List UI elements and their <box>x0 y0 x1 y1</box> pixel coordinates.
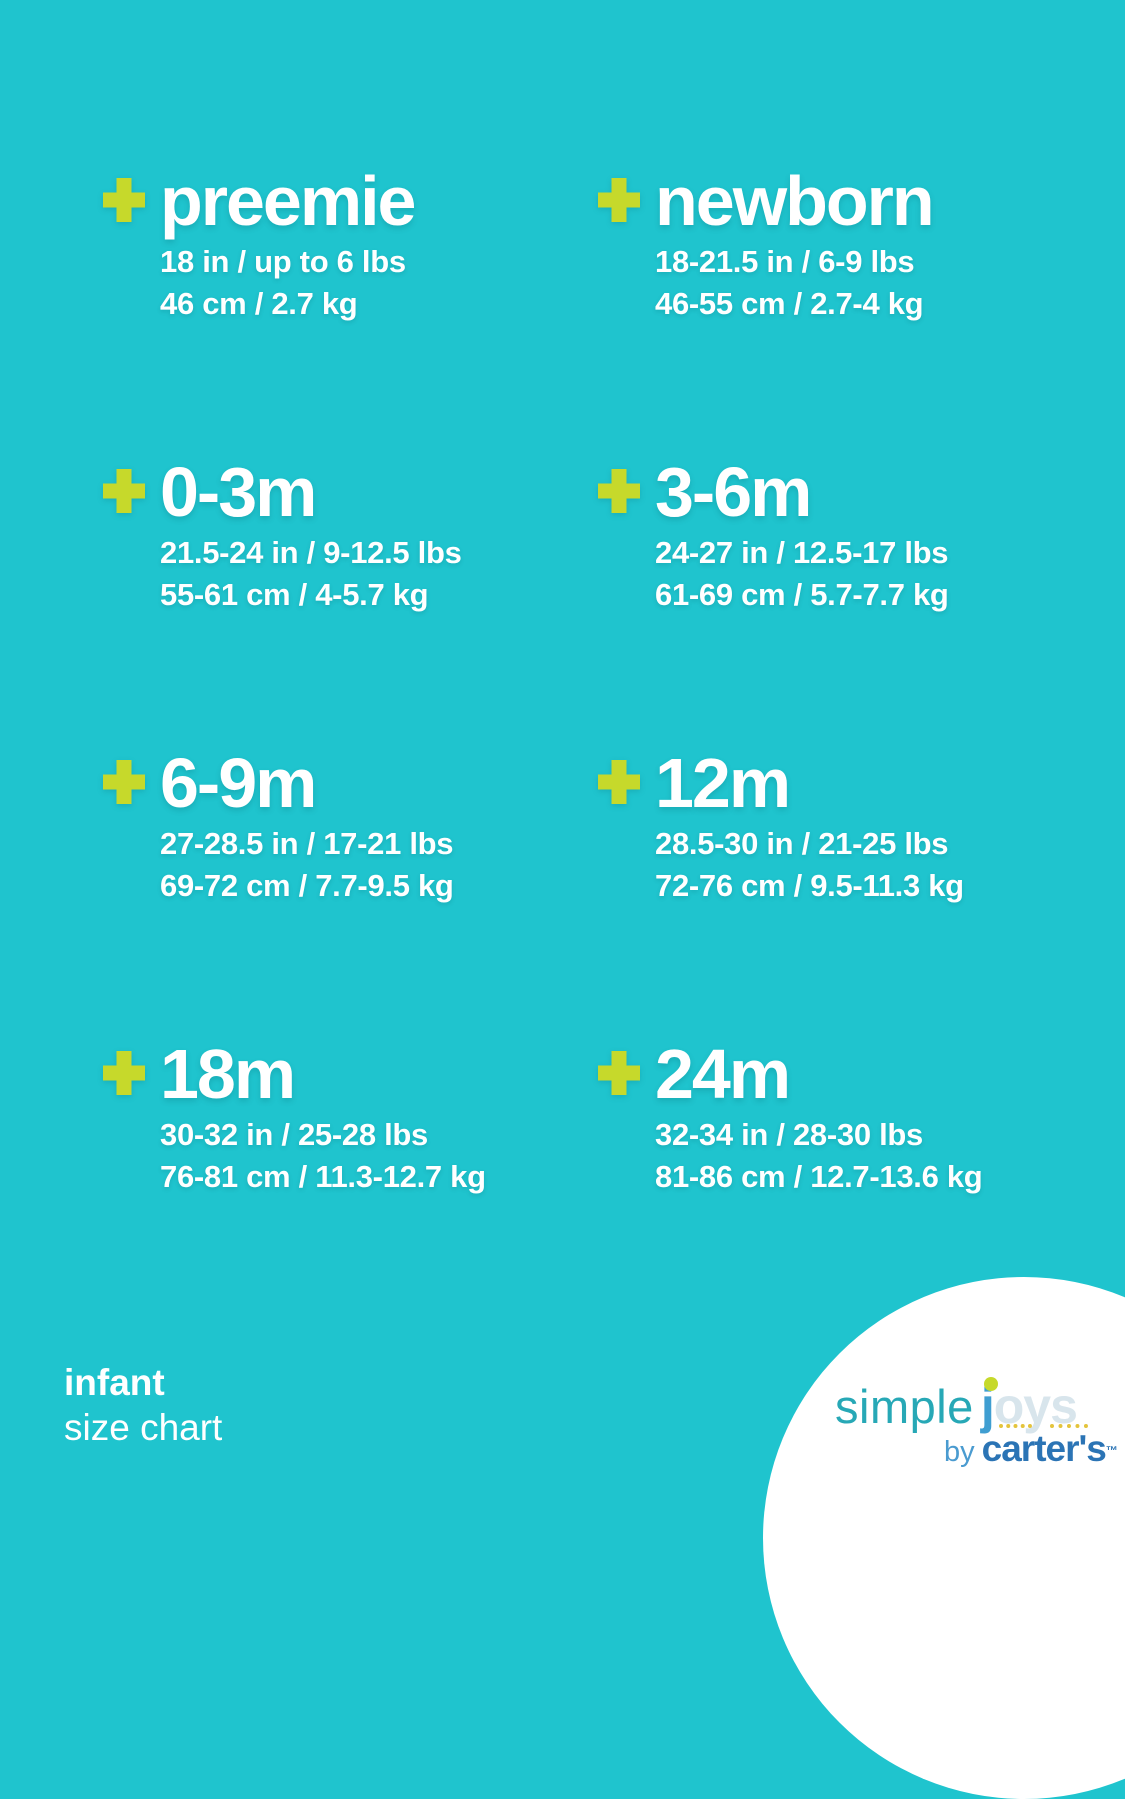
size-label: 18m <box>160 1035 296 1113</box>
chart-subtitle: size chart <box>64 1407 223 1448</box>
plus-icon <box>598 469 640 513</box>
size-chart-grid: preemie 18 in / up to 6 lbs 46 cm / 2.7 … <box>103 162 1103 1334</box>
size-imperial: 18 in / up to 6 lbs <box>160 244 406 279</box>
size-imperial: 24-27 in / 12.5-17 lbs <box>655 535 949 570</box>
logo-by-text: by <box>944 1436 975 1468</box>
size-entry-text: newborn 18-21.5 in / 6-9 lbs 46-55 cm / … <box>655 162 935 325</box>
plus-icon <box>598 178 640 222</box>
size-label: 12m <box>655 744 791 822</box>
chart-category: infant <box>64 1362 165 1403</box>
plus-icon <box>103 178 145 222</box>
size-entry-24m: 24m 32-34 in / 28-30 lbs 81-86 cm / 12.7… <box>598 1035 1093 1334</box>
logo-carters-text: carter's <box>981 1428 1107 1469</box>
size-metric: 61-69 cm / 5.7-7.7 kg <box>655 577 949 612</box>
size-imperial: 21.5-24 in / 9-12.5 lbs <box>160 535 462 570</box>
chart-footer: infant size chart <box>64 1360 222 1450</box>
size-entry-text: 0-3m 21.5-24 in / 9-12.5 lbs 55-61 cm / … <box>160 453 462 616</box>
logo-dotted-underline-right <box>1050 1423 1088 1428</box>
size-entry-text: 6-9m 27-28.5 in / 17-21 lbs 69-72 cm / 7… <box>160 744 454 907</box>
plus-icon <box>598 1051 640 1095</box>
size-metric: 81-86 cm / 12.7-13.6 kg <box>655 1159 983 1194</box>
size-metric: 76-81 cm / 11.3-12.7 kg <box>160 1159 486 1194</box>
size-imperial: 30-32 in / 25-28 lbs <box>160 1117 428 1152</box>
size-entry-3-6m: 3-6m 24-27 in / 12.5-17 lbs 61-69 cm / 5… <box>598 453 1093 752</box>
plus-icon <box>103 469 145 513</box>
size-metric: 69-72 cm / 7.7-9.5 kg <box>160 868 454 903</box>
plus-icon <box>598 760 640 804</box>
size-imperial: 28.5-30 in / 21-25 lbs <box>655 826 949 861</box>
logo-dotted-underline-left <box>999 1423 1032 1428</box>
size-imperial: 32-34 in / 28-30 lbs <box>655 1117 923 1152</box>
size-entry-18m: 18m 30-32 in / 25-28 lbs 76-81 cm / 11.3… <box>103 1035 598 1334</box>
size-entry-text: 12m 28.5-30 in / 21-25 lbs 72-76 cm / 9.… <box>655 744 964 907</box>
size-imperial: 18-21.5 in / 6-9 lbs <box>655 244 915 279</box>
size-label: 3-6m <box>655 453 812 531</box>
size-imperial: 27-28.5 in / 17-21 lbs <box>160 826 454 861</box>
size-entry-12m: 12m 28.5-30 in / 21-25 lbs 72-76 cm / 9.… <box>598 744 1093 1043</box>
size-label: preemie <box>160 162 416 240</box>
size-metric: 46 cm / 2.7 kg <box>160 286 358 321</box>
size-entry-newborn: newborn 18-21.5 in / 6-9 lbs 46-55 cm / … <box>598 162 1093 461</box>
size-label: newborn <box>655 162 935 240</box>
brand-logo-byline: by carter's™ <box>944 1428 1118 1470</box>
size-metric: 46-55 cm / 2.7-4 kg <box>655 286 924 321</box>
size-label: 0-3m <box>160 453 317 531</box>
size-entry-text: 18m 30-32 in / 25-28 lbs 76-81 cm / 11.3… <box>160 1035 486 1198</box>
size-label: 24m <box>655 1035 791 1113</box>
brand-logo-circle: simple joys by carter's™ <box>763 1277 1125 1799</box>
size-entry-text: 24m 32-34 in / 28-30 lbs 81-86 cm / 12.7… <box>655 1035 983 1198</box>
size-metric: 72-76 cm / 9.5-11.3 kg <box>655 868 964 903</box>
size-entry-text: preemie 18 in / up to 6 lbs 46 cm / 2.7 … <box>160 162 416 325</box>
size-label: 6-9m <box>160 744 317 822</box>
plus-icon <box>103 760 145 804</box>
size-entry-text: 3-6m 24-27 in / 12.5-17 lbs 61-69 cm / 5… <box>655 453 949 616</box>
size-entry-6-9m: 6-9m 27-28.5 in / 17-21 lbs 69-72 cm / 7… <box>103 744 598 1043</box>
size-entry-preemie: preemie 18 in / up to 6 lbs 46 cm / 2.7 … <box>103 162 598 461</box>
size-metric: 55-61 cm / 4-5.7 kg <box>160 577 429 612</box>
plus-icon <box>103 1051 145 1095</box>
brand-logo-wordmark: simple joys <box>835 1377 1078 1435</box>
logo-simple-text: simple <box>835 1380 974 1433</box>
size-entry-0-3m: 0-3m 21.5-24 in / 9-12.5 lbs 55-61 cm / … <box>103 453 598 752</box>
trademark-symbol: ™ <box>1105 1443 1118 1458</box>
